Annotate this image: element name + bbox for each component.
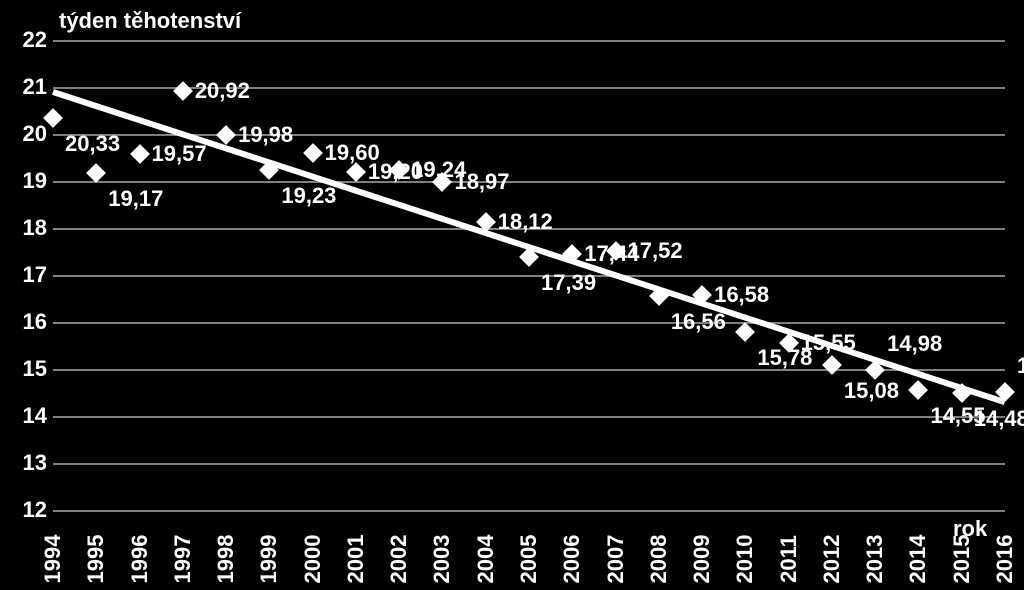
- data-point: [909, 380, 929, 400]
- x-tick-label: 1997: [170, 535, 196, 584]
- data-label: 16,58: [714, 282, 769, 308]
- y-tick-label: 21: [13, 74, 47, 100]
- data-point: [173, 81, 193, 101]
- gridline: [53, 275, 1005, 277]
- y-tick-label: 20: [13, 121, 47, 147]
- data-label: 18,12: [498, 209, 553, 235]
- x-tick-label: 2005: [516, 535, 542, 584]
- x-tick-label: 1998: [213, 535, 239, 584]
- data-label: 19,98: [238, 122, 293, 148]
- data-label: 14,48: [974, 406, 1024, 432]
- gridline: [53, 416, 1005, 418]
- data-label: 20,92: [195, 78, 250, 104]
- data-point: [303, 143, 323, 163]
- data-label: 14,98: [887, 331, 942, 357]
- x-tick-label: 2001: [343, 535, 369, 584]
- data-point: [86, 163, 106, 183]
- x-tick-label: 2012: [819, 535, 845, 584]
- data-label: 15,08: [844, 378, 899, 404]
- data-label: 14,51: [1017, 353, 1024, 379]
- x-tick-label: 2011: [776, 535, 802, 583]
- x-tick-label: 2014: [905, 535, 931, 584]
- y-tick-label: 19: [13, 168, 47, 194]
- data-point: [130, 144, 150, 164]
- y-axis-title: týden těhotenství: [59, 8, 241, 34]
- y-tick-label: 16: [13, 309, 47, 335]
- data-label: 15,55: [801, 330, 856, 356]
- gridline: [53, 40, 1005, 42]
- data-label: 17,39: [541, 270, 596, 296]
- x-tick-label: 2013: [862, 535, 888, 584]
- x-tick-label: 2004: [473, 535, 499, 584]
- x-tick-label: 2016: [992, 535, 1018, 584]
- y-tick-label: 22: [13, 27, 47, 53]
- x-tick-label: 2002: [386, 535, 412, 584]
- gridline: [53, 181, 1005, 183]
- x-tick-label: 2008: [646, 535, 672, 584]
- y-tick-label: 15: [13, 356, 47, 382]
- y-tick-label: 12: [13, 497, 47, 523]
- x-tick-label: 2009: [689, 535, 715, 584]
- y-tick-label: 14: [13, 403, 47, 429]
- x-tick-label: 2007: [603, 535, 629, 584]
- data-point: [822, 355, 842, 375]
- data-label: 19,23: [281, 183, 336, 209]
- y-tick-label: 13: [13, 450, 47, 476]
- x-tick-label: 1999: [256, 535, 282, 584]
- x-tick-label: 2006: [559, 535, 585, 584]
- plot-area: 20,3319,1719,5720,9219,9819,2319,6019,20…: [53, 40, 1005, 510]
- y-tick-label: 18: [13, 215, 47, 241]
- gridline: [53, 463, 1005, 465]
- chart-container: týden těhotenství rok 20,3319,1719,5720,…: [0, 0, 1024, 590]
- data-label: 19,17: [108, 186, 163, 212]
- data-point: [216, 125, 236, 145]
- y-tick-label: 17: [13, 262, 47, 288]
- x-tick-label: 1994: [40, 535, 66, 584]
- data-label: 16,56: [671, 309, 726, 335]
- data-label: 20,33: [65, 131, 120, 157]
- data-label: 19,57: [152, 141, 207, 167]
- x-tick-label: 1996: [127, 535, 153, 584]
- data-point: [735, 322, 755, 342]
- x-tick-label: 2000: [300, 535, 326, 584]
- data-label: 17,52: [628, 238, 683, 264]
- x-tick-label: 2010: [732, 535, 758, 584]
- data-label: 18,97: [454, 169, 509, 195]
- gridline: [53, 369, 1005, 371]
- x-tick-label: 2015: [949, 535, 975, 584]
- x-tick-label: 2003: [429, 535, 455, 584]
- gridline: [53, 322, 1005, 324]
- x-tick-label: 1995: [83, 535, 109, 584]
- gridline: [53, 510, 1005, 512]
